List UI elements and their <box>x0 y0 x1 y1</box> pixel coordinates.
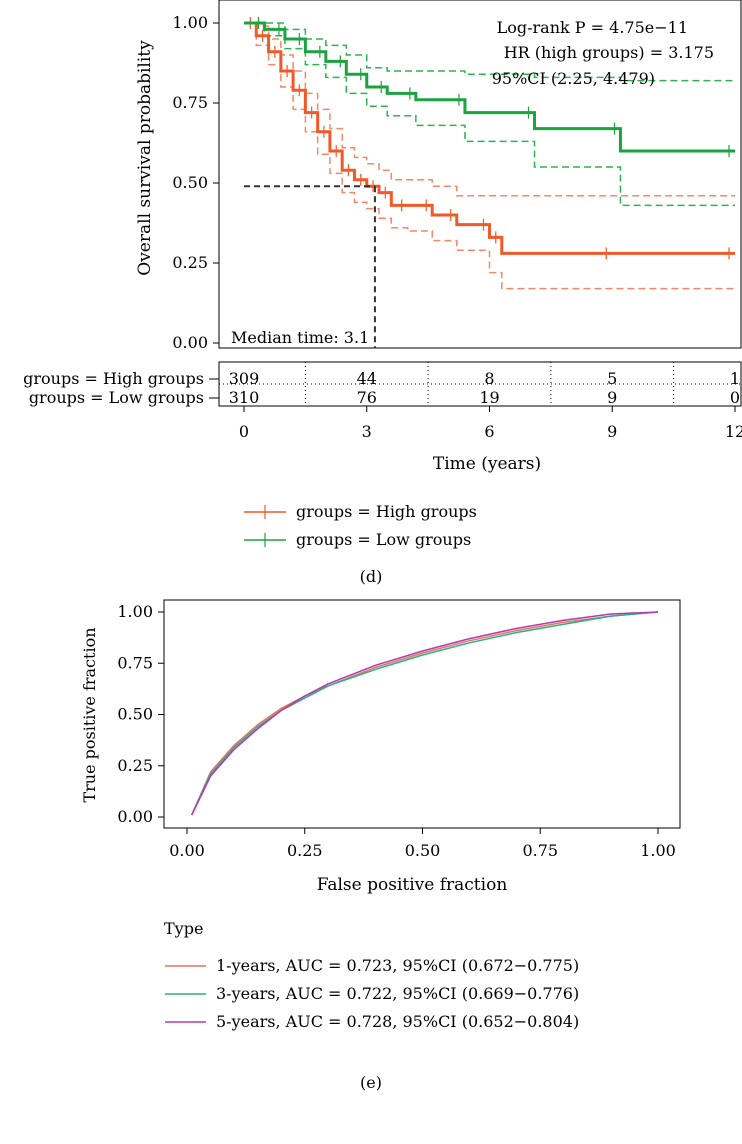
risk-value: 9 <box>607 388 617 407</box>
roc-plot-frame <box>163 599 681 829</box>
roc-x-tick-label: 0.25 <box>287 841 323 860</box>
panel-label-d: (d) <box>360 567 383 586</box>
km-curve-high <box>244 21 735 255</box>
km-hr-annotation: HR (high groups) = 3.175 <box>504 43 714 62</box>
risk-value: 5 <box>607 369 617 388</box>
risk-table-values: 309 44 8 5 1 310 76 19 9 0 <box>229 369 740 407</box>
km-median-guides <box>244 185 376 348</box>
risk-row-label-low: groups = Low groups <box>29 388 204 407</box>
km-y-tick-label: 0.75 <box>172 93 208 112</box>
risk-value: 1 <box>730 369 740 388</box>
km-legend-label-low: groups = Low groups <box>296 530 471 549</box>
roc-legend: 1-years, AUC = 0.723, 95%CI (0.672−0.775… <box>165 956 579 1031</box>
roc-x-tick-label: 0.00 <box>169 841 205 860</box>
roc-y-tick-label: 0.25 <box>117 756 153 775</box>
roc-legend-label-3y: 3-years, AUC = 0.722, 95%CI (0.669−0.776… <box>216 984 579 1003</box>
km-x-axis: 0 3 6 9 12 <box>239 406 742 441</box>
km-legend: groups = High groups groups = Low groups <box>244 502 477 549</box>
risk-row-label-high: groups = High groups <box>23 369 204 388</box>
roc-y-tick-label: 0.50 <box>117 705 153 724</box>
roc-y-tick-label: 0.00 <box>117 807 153 826</box>
km-x-tick-label: 12 <box>725 422 742 441</box>
roc-x-tick-label: 0.75 <box>522 841 558 860</box>
km-legend-label-high: groups = High groups <box>296 502 477 521</box>
km-x-tick-label: 6 <box>484 422 494 441</box>
km-y-tick-label: 0.50 <box>172 173 208 192</box>
km-y-axis: 0.00 0.25 0.50 0.75 1.00 <box>172 13 219 352</box>
km-ci-upper-high <box>244 22 735 197</box>
roc-y-axis-label: True positive fraction <box>80 627 99 802</box>
km-plot-frame <box>218 0 742 349</box>
km-ci-lower-low <box>244 22 735 207</box>
roc-y-tick-label: 0.75 <box>117 653 153 672</box>
roc-legend-label-1y: 1-years, AUC = 0.723, 95%CI (0.672−0.775… <box>216 956 579 975</box>
risk-value: 44 <box>357 369 377 388</box>
roc-x-tick-label: 0.50 <box>405 841 441 860</box>
roc-legend-title: Type <box>164 919 203 938</box>
panel-label-e: (e) <box>360 1073 382 1092</box>
km-y-axis-label: Overall survival probability <box>135 40 155 276</box>
roc-x-axis-label: False positive fraction <box>317 875 508 895</box>
roc-y-tick-label: 1.00 <box>117 602 153 621</box>
roc-legend-label-5y: 5-years, AUC = 0.728, 95%CI (0.652−0.804… <box>216 1012 579 1031</box>
km-legend-item-low: groups = Low groups <box>244 530 471 549</box>
km-confidence-bands <box>244 22 735 290</box>
km-survival-curves <box>244 17 735 260</box>
km-x-tick-label: 9 <box>607 422 617 441</box>
roc-curve-roc_1y <box>191 611 659 816</box>
roc-curve-roc_3y <box>191 611 659 816</box>
km-panel: 0.00 0.25 0.50 0.75 1.00 Overall survival pr… <box>23 0 742 586</box>
risk-table-grid <box>219 362 741 406</box>
km-curve-low <box>244 21 735 153</box>
risk-value: 76 <box>357 388 377 407</box>
risk-value: 19 <box>479 388 499 407</box>
km-ci-annotation: 95%CI (2.25, 4.479) <box>492 69 655 88</box>
km-y-tick-label: 1.00 <box>172 13 208 32</box>
roc-x-tick-label: 1.00 <box>640 841 676 860</box>
roc-curve-roc_5y <box>191 611 659 816</box>
km-median-annotation: Median time: 3.1 <box>231 328 369 347</box>
km-ci-lower-high <box>244 22 735 290</box>
km-y-tick-label: 0.00 <box>172 333 208 352</box>
km-x-tick-label: 0 <box>239 422 249 441</box>
km-legend-item-high: groups = High groups <box>244 502 477 521</box>
km-x-axis-label: Time (years) <box>433 454 541 474</box>
roc-curves <box>191 611 659 816</box>
risk-value: 309 <box>229 369 260 388</box>
risk-value: 8 <box>484 369 494 388</box>
km-x-tick-label: 3 <box>362 422 372 441</box>
risk-value: 0 <box>730 388 740 407</box>
risk-value: 310 <box>229 388 260 407</box>
km-pvalue-annotation: Log-rank P = 4.75e−11 <box>497 18 688 37</box>
roc-panel: 0.00 0.25 0.50 0.75 1.00 0.00 0.25 0.50 0.75 1.00… <box>80 599 681 1092</box>
km-y-tick-label: 0.25 <box>172 253 208 272</box>
roc-axes: 0.00 0.25 0.50 0.75 1.00 0.00 0.25 0.50 0.75 1.00 <box>117 602 675 860</box>
km-ci-upper-low <box>244 22 735 82</box>
